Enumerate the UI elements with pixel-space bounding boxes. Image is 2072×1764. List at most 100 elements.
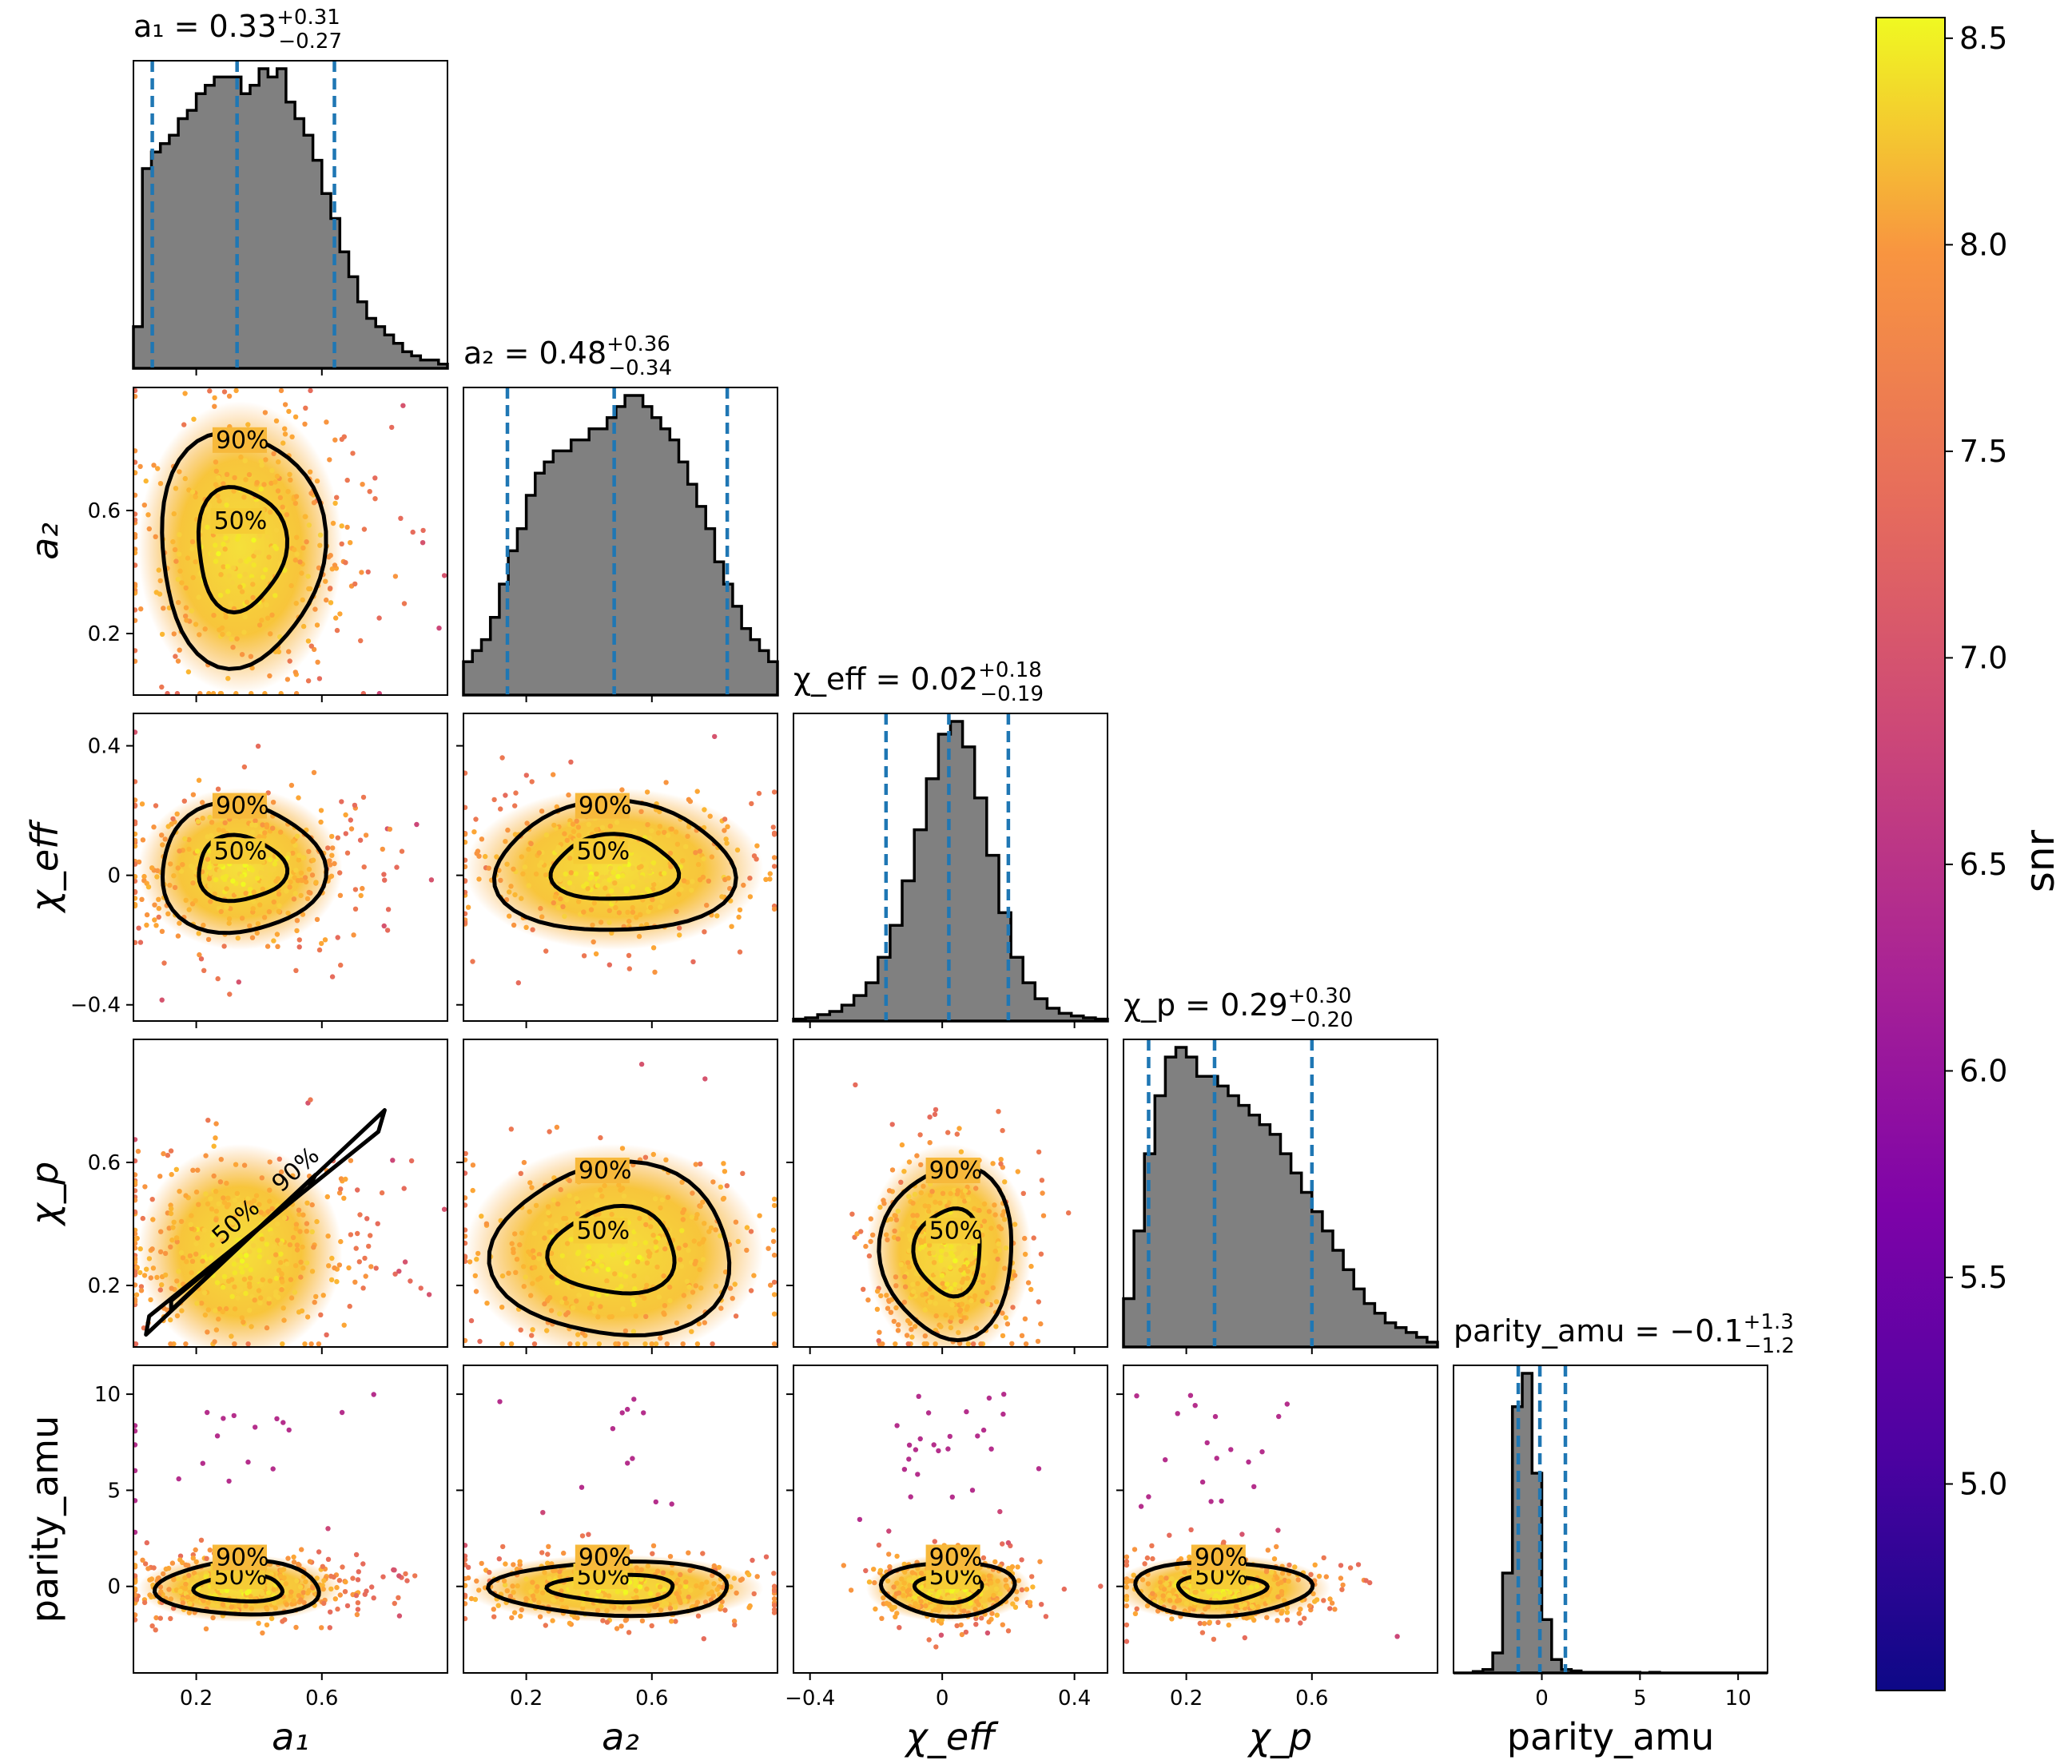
scatter-point [706, 878, 711, 884]
scatter-point [403, 1571, 408, 1577]
scatter-point [771, 1341, 777, 1347]
y-tick-label: 0.6 [88, 499, 121, 523]
scatter-point [221, 1195, 226, 1201]
scatter-point [246, 471, 253, 478]
panel-frame [463, 387, 778, 696]
scatter-point [950, 1253, 956, 1259]
scatter-point [339, 799, 344, 805]
scatter-point [554, 1124, 560, 1130]
scatter-point [279, 1271, 284, 1277]
x-tick-label: 0.6 [635, 1687, 668, 1710]
scatter-point [323, 578, 328, 584]
x-tick-label: 0.4 [1058, 1687, 1091, 1710]
scatter-point [213, 1308, 218, 1313]
scatter-point [243, 1603, 249, 1609]
scatter-point [643, 1313, 649, 1320]
scatter-point [288, 477, 293, 483]
title-chi_p: χ_p = 0.29+0.30 −0.20 [1123, 984, 1354, 1032]
scatter-point [253, 1424, 258, 1430]
scatter-point [922, 1333, 929, 1339]
scatter-point [1183, 1600, 1190, 1607]
scatter-point [253, 883, 258, 888]
scatter-point [910, 1200, 916, 1206]
scatter-point [618, 1272, 623, 1277]
scatter-point [224, 904, 229, 910]
scatter-point [731, 1618, 738, 1624]
scatter-point [1316, 1573, 1322, 1579]
scatter-point [1284, 1605, 1291, 1611]
scatter-point [1061, 1586, 1068, 1592]
scatter-point [228, 601, 233, 606]
scatter-point [225, 1195, 231, 1201]
scatter-point [681, 1207, 687, 1213]
scatter-point [548, 1250, 554, 1257]
scatter-point [177, 1189, 182, 1194]
scatter-point [746, 1571, 752, 1578]
contour-label-90: 90% [1195, 1544, 1248, 1571]
scatter-point [861, 1286, 866, 1293]
scatter-point [992, 1202, 997, 1208]
scatter-point [288, 1589, 294, 1595]
scatter-point [939, 1617, 945, 1623]
scatter-point [332, 860, 337, 867]
scatter-point [521, 1284, 527, 1289]
scatter-point [1123, 1597, 1130, 1603]
scatter-point [678, 886, 684, 892]
scatter-point [604, 1278, 610, 1284]
scatter-point [664, 1341, 670, 1347]
scatter-point [914, 1213, 920, 1218]
scatter-point [250, 906, 256, 912]
scatter-point [272, 861, 277, 867]
scatter-point [531, 1254, 536, 1261]
scatter-point [463, 1157, 468, 1162]
scatter-point [894, 1423, 900, 1428]
scatter-point [171, 873, 177, 879]
scatter-point [217, 1247, 223, 1253]
scatter-point [910, 1213, 916, 1218]
scatter-point [254, 479, 260, 486]
scatter-point [1264, 1615, 1270, 1620]
scatter-point [1157, 1579, 1163, 1585]
scatter-point [232, 1270, 238, 1276]
scatter-point [280, 1619, 285, 1624]
scatter-point [521, 1264, 527, 1269]
scatter-point [225, 1601, 231, 1607]
scatter-point [931, 1442, 937, 1448]
scatter-point [893, 1283, 899, 1289]
scatter-point [561, 1550, 567, 1556]
scatter-point [241, 495, 247, 500]
scatter-point [694, 1212, 700, 1218]
scatter-point [265, 1209, 272, 1214]
scatter-point [156, 896, 161, 903]
scatter-point [555, 1280, 560, 1285]
scatter-point [1275, 1528, 1281, 1533]
scatter-point [607, 1242, 613, 1249]
scatter-point [271, 1600, 277, 1606]
scatter-point [648, 904, 654, 911]
scatter-point [176, 599, 181, 606]
scatter-point [684, 1278, 690, 1285]
scatter-point [166, 1587, 172, 1592]
scatter-point [928, 1255, 934, 1261]
scatter-point [267, 1159, 272, 1165]
scatter-point [894, 1553, 900, 1559]
scatter-point [995, 1578, 1000, 1584]
scatter-point [1338, 1563, 1344, 1568]
scatter-point [354, 1611, 360, 1618]
scatter-point [292, 414, 299, 419]
scatter-point [195, 1167, 201, 1173]
scatter-point [226, 573, 232, 578]
contour-90 [878, 1560, 1017, 1619]
scatter-point [1251, 1484, 1257, 1490]
scatter-point [892, 1228, 897, 1234]
scatter-point [649, 1341, 654, 1347]
scatter-point [428, 877, 435, 883]
scatter-point [750, 1557, 755, 1563]
scatter-point [372, 496, 378, 502]
scatter-point [200, 800, 205, 805]
scatter-point [586, 1532, 591, 1537]
scatter-point [261, 915, 268, 920]
scatter-point [258, 1281, 264, 1288]
x-axis-label-a_1: a₁ [272, 1715, 309, 1758]
scatter-point [157, 1615, 163, 1621]
